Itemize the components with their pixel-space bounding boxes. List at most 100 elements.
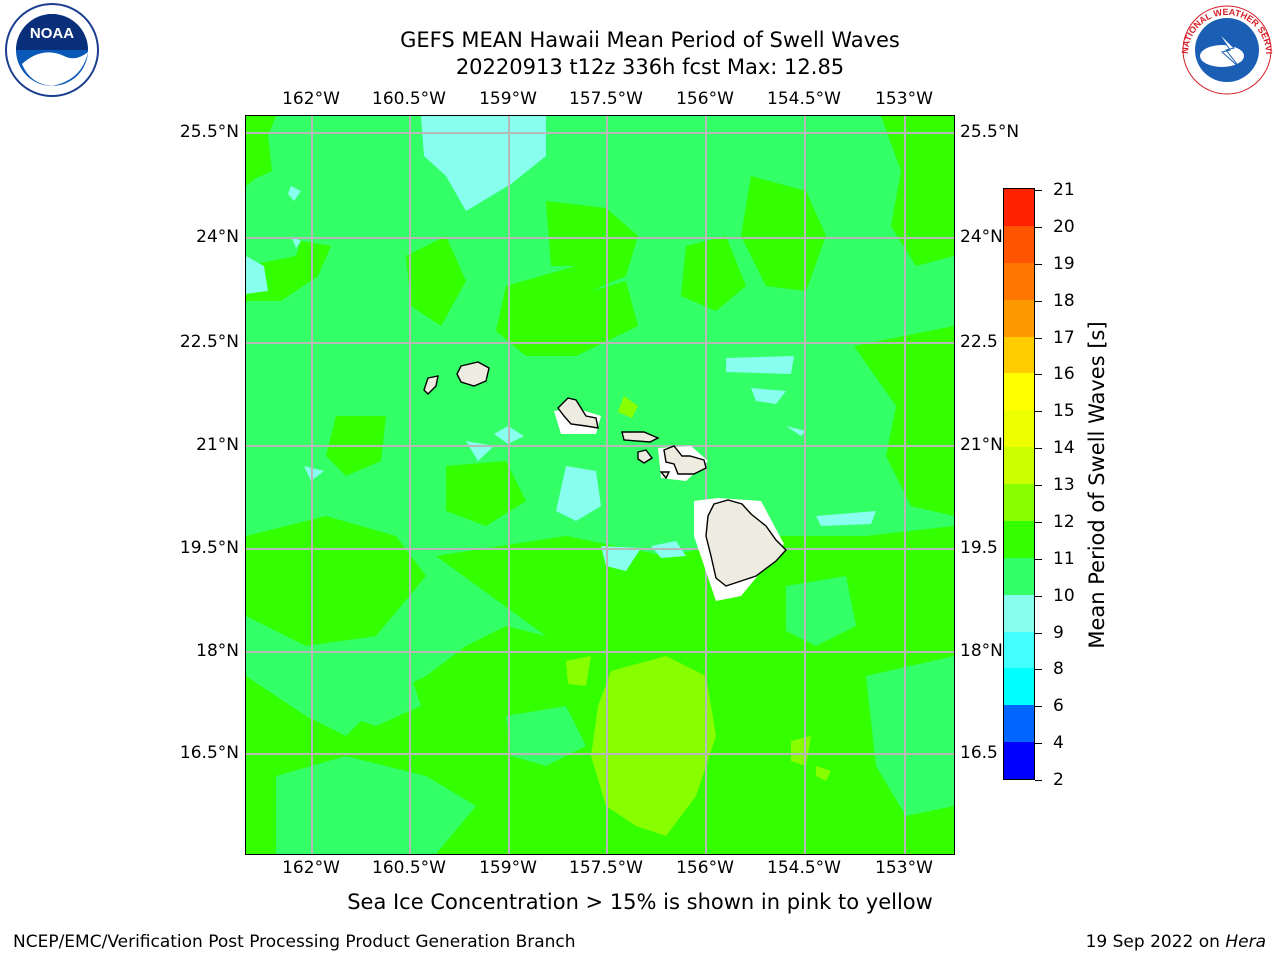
lon-label-bottom: 156°W — [676, 858, 734, 878]
colorbar-title: Mean Period of Swell Waves [s] — [1085, 321, 1109, 649]
colorbar-tick-mark — [1035, 669, 1042, 671]
lon-label-bottom: 160.5°W — [372, 858, 446, 878]
period-10-11-patches — [276, 476, 954, 854]
lat-label-right: 16.5 — [960, 743, 998, 763]
hawaiian-islands — [423, 361, 787, 587]
lat-label-left: 19.5°N — [179, 538, 239, 558]
colorbar-tick-mark — [1035, 780, 1042, 781]
swell-period-map — [245, 115, 955, 855]
map-title: GEFS MEAN Hawaii Mean Period of Swell Wa… — [400, 28, 900, 52]
colorbar-tick-mark — [1035, 190, 1042, 191]
island-kahoolawe — [659, 471, 671, 480]
lat-label-left: 21°N — [196, 435, 239, 455]
colorbar-tick-label: 11 — [1053, 548, 1075, 569]
swell-field-svg — [246, 116, 954, 854]
island-hawaii — [705, 499, 787, 587]
colorbar-segment — [1004, 189, 1034, 226]
colorbar-tick-mark — [1035, 521, 1042, 523]
island-molokai — [621, 431, 660, 443]
colorbar-tick-mark — [1035, 226, 1042, 228]
colorbar-tick-label: 10 — [1053, 585, 1075, 606]
lon-label-top: 157.5°W — [569, 89, 643, 109]
footer-host: Hera — [1225, 932, 1266, 952]
lon-label-top: 160.5°W — [372, 89, 446, 109]
colorbar-tick-mark — [1035, 411, 1042, 413]
colorbar-segment — [1004, 704, 1034, 743]
colorbar — [1003, 188, 1035, 780]
colorbar-tick-label: 9 — [1053, 622, 1064, 643]
colorbar-segment — [1004, 557, 1034, 595]
island-niihau — [423, 375, 439, 395]
noaa-logo: NOAA — [5, 3, 99, 97]
colorbar-tick-label: 6 — [1053, 696, 1064, 717]
colorbar-tick-label: 12 — [1053, 511, 1075, 532]
colorbar-segment — [1004, 372, 1034, 411]
colorbar-tick-label: 20 — [1053, 216, 1075, 237]
colorbar-tick-mark — [1035, 448, 1042, 450]
graticule — [246, 116, 954, 854]
colorbar-segment — [1004, 741, 1034, 779]
colorbar-tick-mark — [1035, 300, 1042, 302]
island-oahu — [557, 397, 599, 429]
colorbar-segment — [1004, 667, 1034, 706]
lat-label-right: 25.5°N — [960, 122, 1020, 142]
island-lanai — [637, 449, 654, 464]
island-kauai — [456, 361, 490, 387]
period-9-10-patches — [246, 116, 876, 571]
colorbar-tick-mark — [1035, 485, 1042, 486]
lat-label-left: 22.5°N — [179, 332, 239, 352]
lon-label-top: 153°W — [875, 89, 933, 109]
lat-label-right: 18°N — [960, 641, 1003, 661]
sea-ice-note: Sea Ice Concentration > 15% is shown in … — [347, 890, 933, 914]
lon-label-top: 159°W — [479, 89, 537, 109]
footer-date: 19 Sep 2022 on Hera — [1086, 932, 1266, 952]
colorbar-tick-mark — [1035, 632, 1042, 634]
lat-label-left: 16.5°N — [179, 743, 239, 763]
colorbar-segment — [1004, 262, 1034, 300]
lon-label-top: 156°W — [676, 89, 734, 109]
colorbar-tick-label: 8 — [1053, 659, 1064, 680]
colorbar-tick-mark — [1035, 595, 1042, 597]
colorbar-tick-label: 15 — [1053, 401, 1075, 422]
colorbar-tick-label: 14 — [1053, 438, 1075, 459]
lon-label-top: 162°W — [282, 89, 340, 109]
lat-label-right: 22.5 — [960, 332, 998, 352]
colorbar-segment — [1004, 520, 1034, 558]
colorbar-segment — [1004, 409, 1034, 448]
colorbar-tick-mark — [1035, 263, 1042, 265]
colorbar-segment — [1004, 299, 1034, 337]
colorbar-tick-label: 16 — [1053, 364, 1075, 385]
lon-label-bottom: 154.5°W — [767, 858, 841, 878]
colorbar-segment — [1004, 336, 1034, 374]
colorbar-tick-label: 2 — [1053, 770, 1064, 790]
lat-label-left: 24°N — [196, 227, 239, 247]
colorbar-tick-mark — [1035, 558, 1042, 560]
lon-label-bottom: 153°W — [875, 858, 933, 878]
map-subtitle: 20220913 t12z 336h fcst Max: 12.85 — [455, 55, 845, 79]
colorbar-tick-mark — [1035, 706, 1042, 708]
lon-label-bottom: 157.5°W — [569, 858, 643, 878]
lat-label-right: 24°N — [960, 227, 1003, 247]
colorbar-tick-mark — [1035, 743, 1042, 745]
colorbar-tick-label: 13 — [1053, 475, 1075, 495]
colorbar-tick-mark — [1035, 374, 1042, 376]
colorbar-segment — [1004, 446, 1034, 484]
colorbar-segment — [1004, 631, 1034, 669]
colorbar-segment — [1004, 483, 1034, 521]
colorbar-tick-mark — [1035, 337, 1042, 339]
period-12-13-regions — [566, 396, 831, 836]
lon-label-bottom: 159°W — [479, 858, 537, 878]
colorbar-tick-label: 4 — [1053, 733, 1064, 754]
colorbar-segment — [1004, 594, 1034, 632]
colorbar-segment — [1004, 225, 1034, 263]
lat-label-right: 19.5 — [960, 538, 998, 558]
lat-label-left: 18°N — [196, 641, 239, 661]
colorbar-tick-label: 21 — [1053, 180, 1075, 200]
noaa-logo-text: NOAA — [30, 25, 74, 42]
colorbar-tick-label: 17 — [1053, 327, 1075, 348]
lat-label-left: 25.5°N — [179, 122, 239, 142]
island-maui — [663, 445, 707, 475]
lon-label-bottom: 162°W — [282, 858, 340, 878]
footer-branch: NCEP/EMC/Verification Post Processing Pr… — [13, 932, 576, 952]
colorbar-tick-label: 18 — [1053, 290, 1075, 311]
